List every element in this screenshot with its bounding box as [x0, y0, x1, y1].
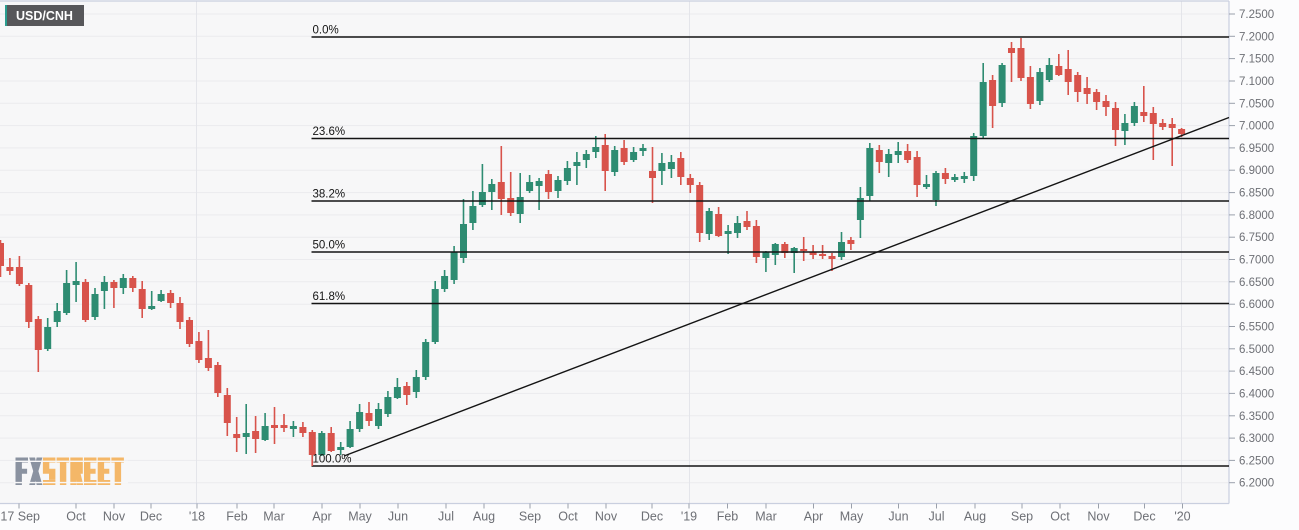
svg-text:USD/CNH: USD/CNH — [16, 9, 73, 23]
svg-text:Apr: Apr — [804, 510, 823, 524]
svg-text:Jun: Jun — [388, 510, 408, 524]
svg-text:Dec: Dec — [641, 510, 663, 524]
svg-text:6.3000: 6.3000 — [1239, 433, 1274, 445]
svg-text:Mar: Mar — [755, 510, 777, 524]
svg-text:6.5500: 6.5500 — [1239, 322, 1274, 334]
svg-text:6.6500: 6.6500 — [1239, 277, 1274, 289]
svg-text:Aug: Aug — [473, 510, 495, 524]
svg-text:6.4000: 6.4000 — [1239, 388, 1274, 400]
svg-text:Feb: Feb — [226, 510, 248, 524]
svg-text:23.6%: 23.6% — [313, 126, 346, 138]
svg-text:6.7500: 6.7500 — [1239, 232, 1274, 244]
svg-text:0.0%: 0.0% — [313, 25, 339, 37]
svg-text:Oct: Oct — [66, 510, 86, 524]
svg-text:Nov: Nov — [1087, 510, 1110, 524]
svg-text:Aug: Aug — [964, 510, 986, 524]
svg-text:'20: '20 — [1174, 510, 1190, 524]
svg-text:7.2500: 7.2500 — [1239, 9, 1274, 21]
svg-text:Mar: Mar — [263, 510, 285, 524]
svg-text:Sep: Sep — [519, 510, 541, 524]
svg-text:Dec: Dec — [140, 510, 162, 524]
svg-text:Oct: Oct — [1050, 510, 1070, 524]
svg-text:6.7000: 6.7000 — [1239, 255, 1274, 267]
svg-text:Jul: Jul — [929, 510, 945, 524]
svg-text:Dec: Dec — [1133, 510, 1155, 524]
svg-text:Nov: Nov — [595, 510, 618, 524]
svg-text:Oct: Oct — [558, 510, 578, 524]
svg-text:100.0%: 100.0% — [313, 454, 352, 466]
svg-text:7.0000: 7.0000 — [1239, 121, 1274, 133]
svg-text:6.6000: 6.6000 — [1239, 299, 1274, 311]
svg-text:38.2%: 38.2% — [313, 189, 346, 201]
svg-text:6.2500: 6.2500 — [1239, 455, 1274, 467]
svg-text:Jun: Jun — [888, 510, 908, 524]
svg-text:'18: '18 — [189, 510, 205, 524]
svg-text:Sep: Sep — [1011, 510, 1033, 524]
svg-text:6.8000: 6.8000 — [1239, 210, 1274, 222]
svg-text:7.1000: 7.1000 — [1239, 76, 1274, 88]
svg-text:Apr: Apr — [312, 510, 331, 524]
svg-text:Nov: Nov — [103, 510, 126, 524]
svg-text:50.0%: 50.0% — [313, 240, 346, 252]
svg-text:6.8500: 6.8500 — [1239, 188, 1274, 200]
svg-text:May: May — [348, 510, 372, 524]
svg-text:Jul: Jul — [438, 510, 454, 524]
svg-text:May: May — [840, 510, 864, 524]
svg-text:Feb: Feb — [717, 510, 739, 524]
svg-text:6.4500: 6.4500 — [1239, 366, 1274, 378]
svg-text:61.8%: 61.8% — [313, 291, 346, 303]
svg-text:7.1500: 7.1500 — [1239, 54, 1274, 66]
svg-text:6.9000: 6.9000 — [1239, 165, 1274, 177]
svg-text:6.5000: 6.5000 — [1239, 344, 1274, 356]
svg-text:7.2000: 7.2000 — [1239, 31, 1274, 43]
svg-text:7.0500: 7.0500 — [1239, 98, 1274, 110]
svg-text:'19: '19 — [681, 510, 697, 524]
svg-text:'17 Sep: '17 Sep — [0, 510, 40, 524]
svg-text:6.2000: 6.2000 — [1239, 478, 1274, 490]
svg-text:6.3500: 6.3500 — [1239, 411, 1274, 423]
svg-text:6.9500: 6.9500 — [1239, 143, 1274, 155]
